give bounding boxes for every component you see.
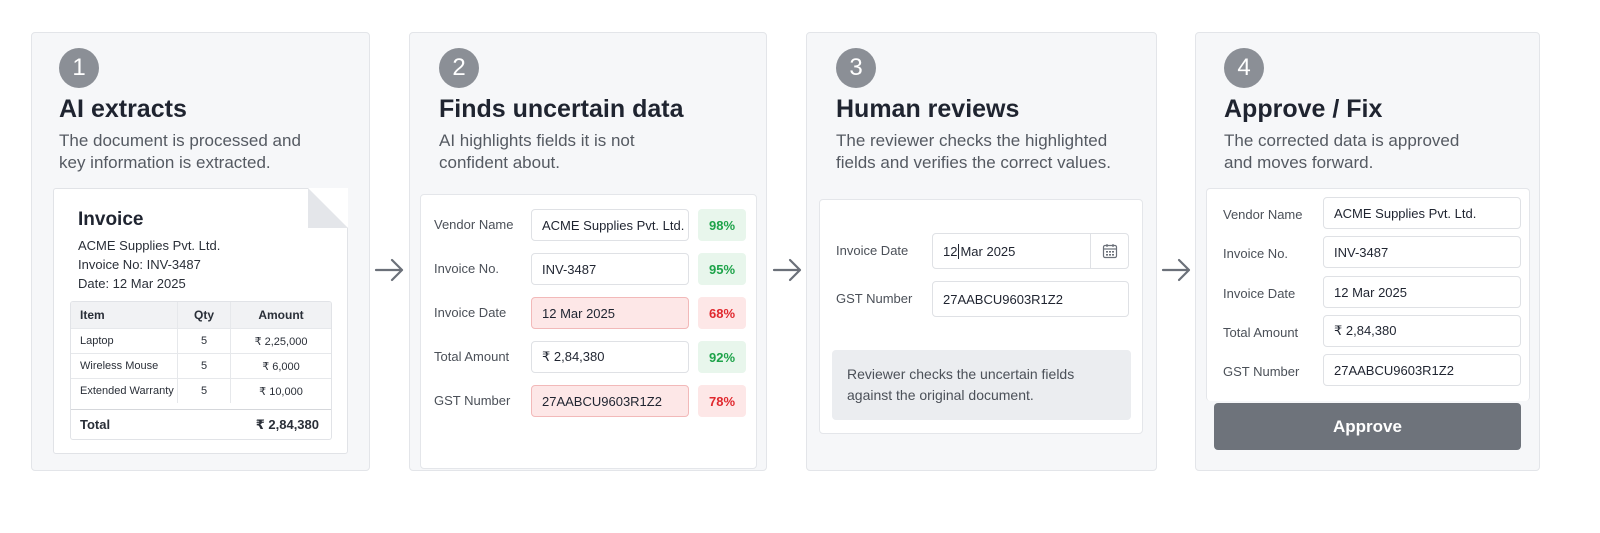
confidence-badge: 95% [698,253,746,285]
calendar-icon[interactable] [1090,234,1128,268]
confidence-badge: 78% [698,385,746,417]
table-cell: ₹ 2,25,000 [254,335,308,348]
approve-button[interactable]: Approve [1214,403,1521,450]
table-row: Extended Warranty 5 ₹ 10,000 [71,378,331,403]
invoice-date-label: Invoice Date [836,243,909,258]
table-total-row: Total ₹ 2,84,380 [71,409,331,439]
column-header: Item [71,302,178,328]
column-header: Qty [178,302,231,328]
table-cell: 5 [178,329,231,353]
approved-fields-panel: Vendor Name ACME Supplies Pvt. Ltd. Invo… [1206,188,1530,401]
field-label: Invoice No. [1223,246,1289,261]
invoice-date-field[interactable]: 12 Mar 2025 [531,297,689,329]
text-cursor [958,243,960,259]
step-title: Finds uncertain data [439,95,684,123]
field-label: Vendor Name [1223,207,1303,222]
step-description: AI highlights fields it is not confident… [439,131,635,172]
step-number-badge: 3 [836,48,876,88]
step-number-badge: 4 [1224,48,1264,88]
step-description: The document is processed and key inform… [59,131,301,172]
invoice-date-field[interactable]: 12 Mar 2025 [1323,276,1521,308]
step-card-1: 1 AI extracts The document is processed … [31,32,370,471]
table-cell: 5 [178,354,231,378]
table-cell: ₹ 10,000 [259,385,303,398]
step-title: AI extracts [59,95,187,123]
column-header: Amount [258,308,304,322]
step-title: Human reviews [836,95,1020,123]
field-row-invoice-no: Invoice No. INV-3487 95% [421,253,756,285]
vendor-name-field[interactable]: ACME Supplies Pvt. Ltd. [531,209,689,241]
step-title: Approve / Fix [1224,95,1383,123]
gst-number-field[interactable]: 27AABCU9603R1Z2 [531,385,689,417]
field-row-gst-number: GST Number 27AABCU9603R1Z2 78% [421,385,756,417]
table-cell: Wireless Mouse [71,354,178,378]
field-label: Total Amount [434,349,510,364]
total-amount-field[interactable]: ₹ 2,84,380 [531,341,689,373]
table-row: Wireless Mouse 5 ₹ 6,000 [71,353,331,378]
field-row-vendor-name: Vendor Name ACME Supplies Pvt. Ltd. 98% [421,209,756,241]
step-card-3: 3 Human reviews The reviewer checks the … [806,32,1157,471]
gst-number-field[interactable]: 27AABCU9603R1Z2 [1323,354,1521,386]
confidence-badge: 98% [698,209,746,241]
arrow-right-icon [1161,258,1191,282]
reviewer-note: Reviewer checks the uncertain fields aga… [832,350,1131,420]
page-fold-icon [308,188,348,228]
invoice-number: Invoice No: INV-3487 [78,257,201,272]
invoice-no-field[interactable]: INV-3487 [1323,236,1521,268]
vendor-name-field[interactable]: ACME Supplies Pvt. Ltd. [1323,197,1521,229]
confidence-badge: 68% [698,297,746,329]
field-label: Total Amount [1223,325,1299,340]
table-header-row: Item Qty Amount [71,302,331,328]
invoice-date-input[interactable]: 12 Mar 2025 [932,233,1129,269]
confidence-badge: 92% [698,341,746,373]
invoice-document: Invoice ACME Supplies Pvt. Ltd. Invoice … [53,188,348,454]
invoice-title: Invoice [78,209,144,230]
total-amount-field[interactable]: ₹ 2,84,380 [1323,315,1521,347]
gst-number-input[interactable]: 27AABCU9603R1Z2 [932,281,1129,317]
table-cell: ₹ 6,000 [262,360,300,373]
total-value: ₹ 2,84,380 [255,416,319,432]
step-number-badge: 1 [59,48,99,88]
field-label: Invoice Date [434,305,507,320]
invoice-company: ACME Supplies Pvt. Ltd. [78,238,221,253]
step-card-2: 2 Finds uncertain data AI highlights fie… [409,32,767,471]
arrow-right-icon [772,258,802,282]
gst-number-label: GST Number [836,291,913,306]
table-cell: Extended Warranty [71,379,178,403]
step-card-4: 4 Approve / Fix The corrected data is ap… [1195,32,1540,471]
step-description: The corrected data is approved and moves… [1224,131,1460,172]
table-row: Laptop 5 ₹ 2,25,000 [71,328,331,353]
table-cell: Laptop [71,329,178,353]
table-cell: 5 [178,379,231,403]
extracted-fields-panel: Vendor Name ACME Supplies Pvt. Ltd. 98% … [420,194,757,469]
invoice-table: Item Qty Amount Laptop 5 ₹ 2,25,000 Wire… [70,301,332,440]
step-description: The reviewer checks the highlighted fiel… [836,131,1111,172]
field-label: Invoice No. [434,261,500,276]
invoice-date: Date: 12 Mar 2025 [78,276,186,291]
review-panel: Invoice Date 12 Mar 2025 GST Number [819,199,1143,434]
total-label: Total [80,417,111,432]
field-label: GST Number [434,393,511,408]
field-row-total-amount: Total Amount ₹ 2,84,380 92% [421,341,756,373]
field-label: Vendor Name [434,217,514,232]
field-label: GST Number [1223,364,1300,379]
field-label: Invoice Date [1223,286,1296,301]
field-row-invoice-date: Invoice Date 12 Mar 2025 68% [421,297,756,329]
arrow-right-icon [374,258,404,282]
step-number-badge: 2 [439,48,479,88]
invoice-no-field[interactable]: INV-3487 [531,253,689,285]
